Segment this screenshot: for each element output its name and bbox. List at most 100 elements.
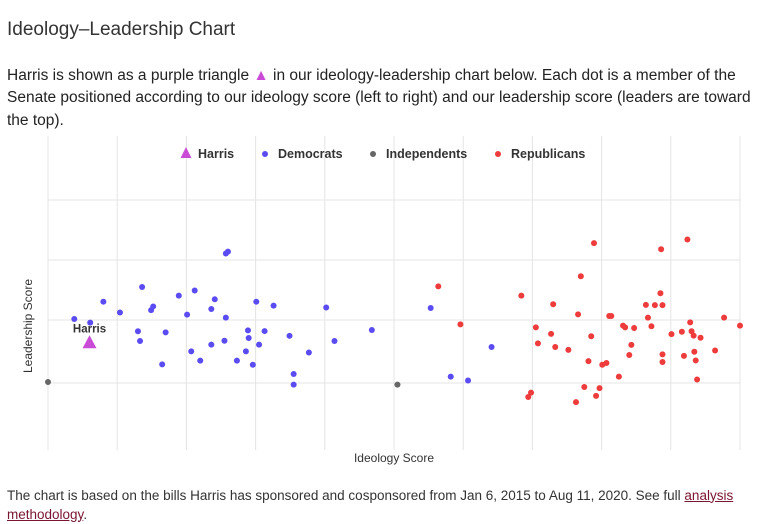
page-title: Ideology–Leadership Chart [7,18,236,40]
republicans-point-27 [626,352,633,359]
republicans-point-24 [615,373,622,380]
legend-republicans-marker [495,151,501,157]
democrats-point-10 [159,361,166,368]
democrats-point-30 [261,328,268,335]
grid-lines [47,136,741,450]
democrats-point-12 [184,311,191,318]
democrats-point-34 [290,371,297,378]
democrats-point-15 [197,357,204,364]
democrats-point-27 [249,361,256,368]
republicans-point-12 [575,311,582,318]
democrats-point-26 [244,327,251,334]
democrats-point-13 [188,348,195,355]
republicans-point-17 [590,240,597,247]
republicans-point-13 [577,273,584,280]
republicans-point-8 [550,301,557,308]
republicans-point-31 [644,314,651,321]
republicans-point-38 [659,358,666,365]
democrats-point-11 [175,292,182,299]
democrats-point-8 [150,303,157,310]
y-axis-label: Leadership Score [21,279,35,373]
republicans-point-45 [690,332,697,339]
x-axis-label: Ideology Score [354,451,434,465]
legend-republicans-label: Republicans [511,147,585,161]
democrats-point-29 [256,341,263,348]
republicans-point-43 [687,319,694,326]
republicans-point-35 [659,302,666,309]
republicans-point-32 [648,323,655,330]
republicans-point-23 [608,312,615,319]
footnote-end: . [83,506,88,522]
republicans-point-3 [525,393,532,400]
republicans-point-33 [651,302,658,309]
democrats-point-33 [290,381,297,388]
republicans-point-9 [552,344,559,351]
republicans-point-29 [631,325,638,332]
republicans-point-6 [534,340,541,347]
legend-harris-marker [180,147,192,158]
republicans-point-4 [528,389,535,396]
democrats-point-20 [221,337,228,344]
republicans-point-14 [581,384,588,391]
democrats-point-3 [116,309,123,316]
democrats-point-39 [427,304,434,311]
intro-text-end: in our ideology-leadership chart below. … [7,66,751,129]
democrats-point-9 [162,329,169,336]
republicans-point-21 [603,360,610,367]
legend-independents-marker [370,151,376,157]
republicans-point-37 [659,351,666,358]
republicans-point-15 [585,358,592,365]
republicans-point-52 [737,322,743,329]
democrats-point-35 [305,349,312,356]
intro-text-start: Harris is shown as a purple triangle [7,66,254,84]
ideology-leadership-chart: Harris Democrats Independents Republican… [21,136,743,465]
legend-democrats-marker [262,151,268,157]
harris-point-0 [82,335,97,349]
independents-point-0 [45,379,51,386]
democrats-point-38 [368,326,375,333]
republicans-point-18 [593,392,600,399]
independents-point-1 [394,381,401,388]
republicans-point-2 [518,292,525,299]
republicans-point-5 [532,324,539,331]
democrats-point-19 [222,314,229,321]
republicans-point-41 [680,352,687,359]
democrats-point-4 [134,328,141,335]
democrats-point-42 [488,344,495,351]
democrats-point-40 [447,373,454,380]
democrats-point-41 [465,377,472,384]
purple-triangle-icon: ▲ [253,66,269,84]
footnote-text: The chart is based on the bills Harris h… [7,487,685,503]
democrats-point-5 [137,338,144,344]
republicans-point-47 [692,357,699,364]
republicans-point-16 [588,333,595,340]
republicans-point-48 [694,376,701,383]
republicans-point-34 [657,290,664,297]
democrats-point-17 [208,341,215,348]
republicans-point-36 [658,246,665,253]
republicans-point-49 [697,334,704,341]
democrats-point-14 [191,287,198,294]
democrats-point-1 [87,319,94,326]
democrats-point-22 [222,250,229,257]
republicans-point-11 [572,399,579,406]
intro-paragraph: Harris is shown as a purple triangle ▲ i… [7,65,757,133]
republicans-point-28 [628,341,635,348]
democrats-point-32 [286,332,293,339]
republicans-point-19 [596,385,603,392]
republicans-point-46 [691,348,698,355]
republicans-point-1 [457,321,464,328]
republicans-point-42 [684,236,691,243]
republicans-point-10 [565,346,572,353]
democrats-point-31 [270,302,277,309]
legend-harris-label: Harris [198,147,234,161]
democrats-point-37 [331,338,338,344]
democrats-point-23 [233,357,240,364]
democrats-point-6 [139,284,146,290]
democrats-point-0 [71,315,78,322]
republicans-point-40 [678,328,685,335]
democrats-point-25 [245,334,252,341]
democrats-point-24 [242,348,249,355]
democrats-point-18 [211,296,218,303]
democrats-point-36 [323,304,330,311]
